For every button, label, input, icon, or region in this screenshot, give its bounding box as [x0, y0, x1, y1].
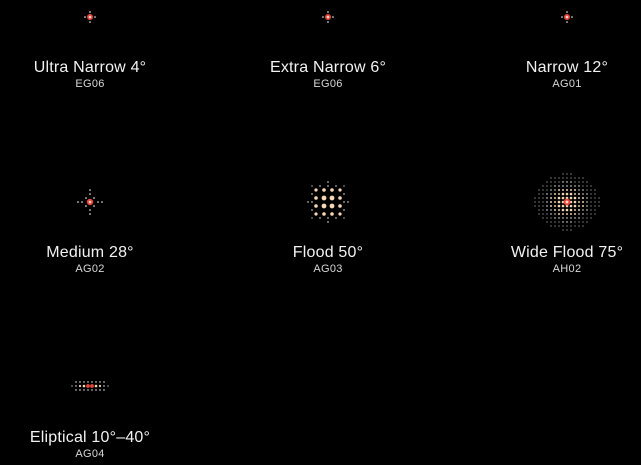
spot-pattern-flood-icon: [307, 181, 349, 223]
spot-pattern-narrow-icon: [561, 11, 573, 23]
beam-name: Flood 50°: [292, 244, 364, 261]
beam-option-ultra-narrow[interactable]: Ultra Narrow 4° EG06: [0, 5, 190, 91]
beam-name: Extra Narrow 6°: [269, 59, 387, 76]
beam-option-narrow[interactable]: Narrow 12° AG01: [467, 5, 641, 91]
beam-name: Narrow 12°: [525, 59, 609, 76]
spot-pattern-wide-flood-icon: [534, 173, 600, 231]
beam-name: Eliptical 10°–40°: [29, 429, 151, 446]
beam-name: Ultra Narrow 4°: [33, 59, 147, 76]
beam-code: AG01: [552, 78, 582, 90]
beam-name: Wide Flood 75°: [510, 244, 624, 261]
beam-code: EG06: [75, 78, 105, 90]
spot-pattern-medium-icon: [77, 189, 103, 215]
beam-code: AG04: [75, 448, 105, 460]
beam-option-eliptical[interactable]: Eliptical 10°–40° AG04: [0, 372, 190, 461]
beam-option-extra-narrow[interactable]: Extra Narrow 6° EG06: [228, 5, 428, 91]
beam-option-flood[interactable]: Flood 50° AG03: [228, 167, 428, 276]
spot-pattern-ultra-narrow-icon: [84, 11, 96, 23]
beam-name: Medium 28°: [46, 244, 134, 261]
beam-code: AG03: [313, 263, 343, 275]
beam-code: EG06: [313, 78, 343, 90]
beam-option-medium[interactable]: Medium 28° AG02: [0, 167, 190, 276]
spot-pattern-extra-narrow-icon: [322, 11, 334, 23]
beam-code: AH02: [552, 263, 582, 275]
beam-code: AG02: [75, 263, 105, 275]
spot-pattern-eliptical-icon: [71, 381, 109, 391]
beam-option-wide-flood[interactable]: Wide Flood 75° AH02: [467, 162, 641, 276]
